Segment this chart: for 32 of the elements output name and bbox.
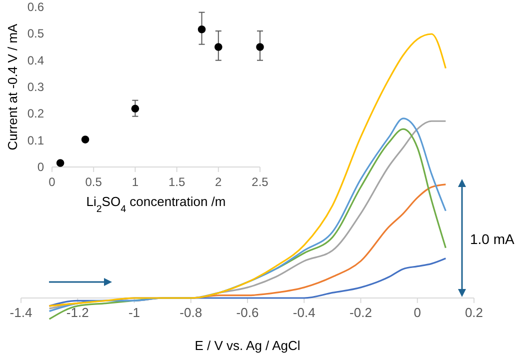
x-tick-label: 1 bbox=[132, 175, 139, 189]
y-tick-label: 0.2 bbox=[27, 106, 44, 121]
y-tick-label: 0.5 bbox=[27, 26, 44, 41]
point bbox=[81, 136, 90, 144]
x-axis-title: Li$_{2}$SO$_{4}$ concentration /m bbox=[86, 194, 226, 214]
point bbox=[198, 26, 206, 34]
y-tick-label: 0.4 bbox=[27, 53, 44, 68]
point bbox=[131, 104, 140, 112]
point bbox=[56, 159, 64, 167]
x-tick-label: -1.2 bbox=[66, 305, 89, 320]
y-tick-label: 0.1 bbox=[27, 133, 44, 148]
x-tick-label: 2 bbox=[215, 175, 222, 189]
x-tick-label: -1 bbox=[128, 305, 140, 320]
x-tick-label: -0.4 bbox=[292, 305, 316, 320]
x-tick-label: -0.2 bbox=[350, 305, 372, 320]
point bbox=[214, 43, 222, 51]
x-tick-label: 0 bbox=[414, 305, 421, 320]
x-tick-label: -1.4 bbox=[10, 305, 32, 320]
x-tick-label: -0.8 bbox=[180, 305, 202, 320]
x-tick-label: 0.5 bbox=[85, 175, 102, 189]
y-tick-label: 0.6 bbox=[27, 0, 44, 14]
x-tick-label: 0 bbox=[48, 175, 56, 189]
y-axis-title: Current at -0.4 V / mA bbox=[5, 23, 20, 150]
y-tick-label: 0 bbox=[37, 160, 44, 174]
x-tick-label: 1.5 bbox=[168, 175, 186, 189]
point bbox=[256, 43, 264, 51]
x-tick-label: 2.5 bbox=[252, 175, 269, 189]
y-tick-label: 0.3 bbox=[27, 80, 44, 94]
x-axis-title: E / V vs. Ag / AgCl bbox=[194, 338, 300, 353]
x-tick-label: -0.6 bbox=[236, 305, 259, 320]
x-tick-label: 0.2 bbox=[464, 305, 484, 320]
annotation: 1.0 mA bbox=[470, 231, 516, 247]
